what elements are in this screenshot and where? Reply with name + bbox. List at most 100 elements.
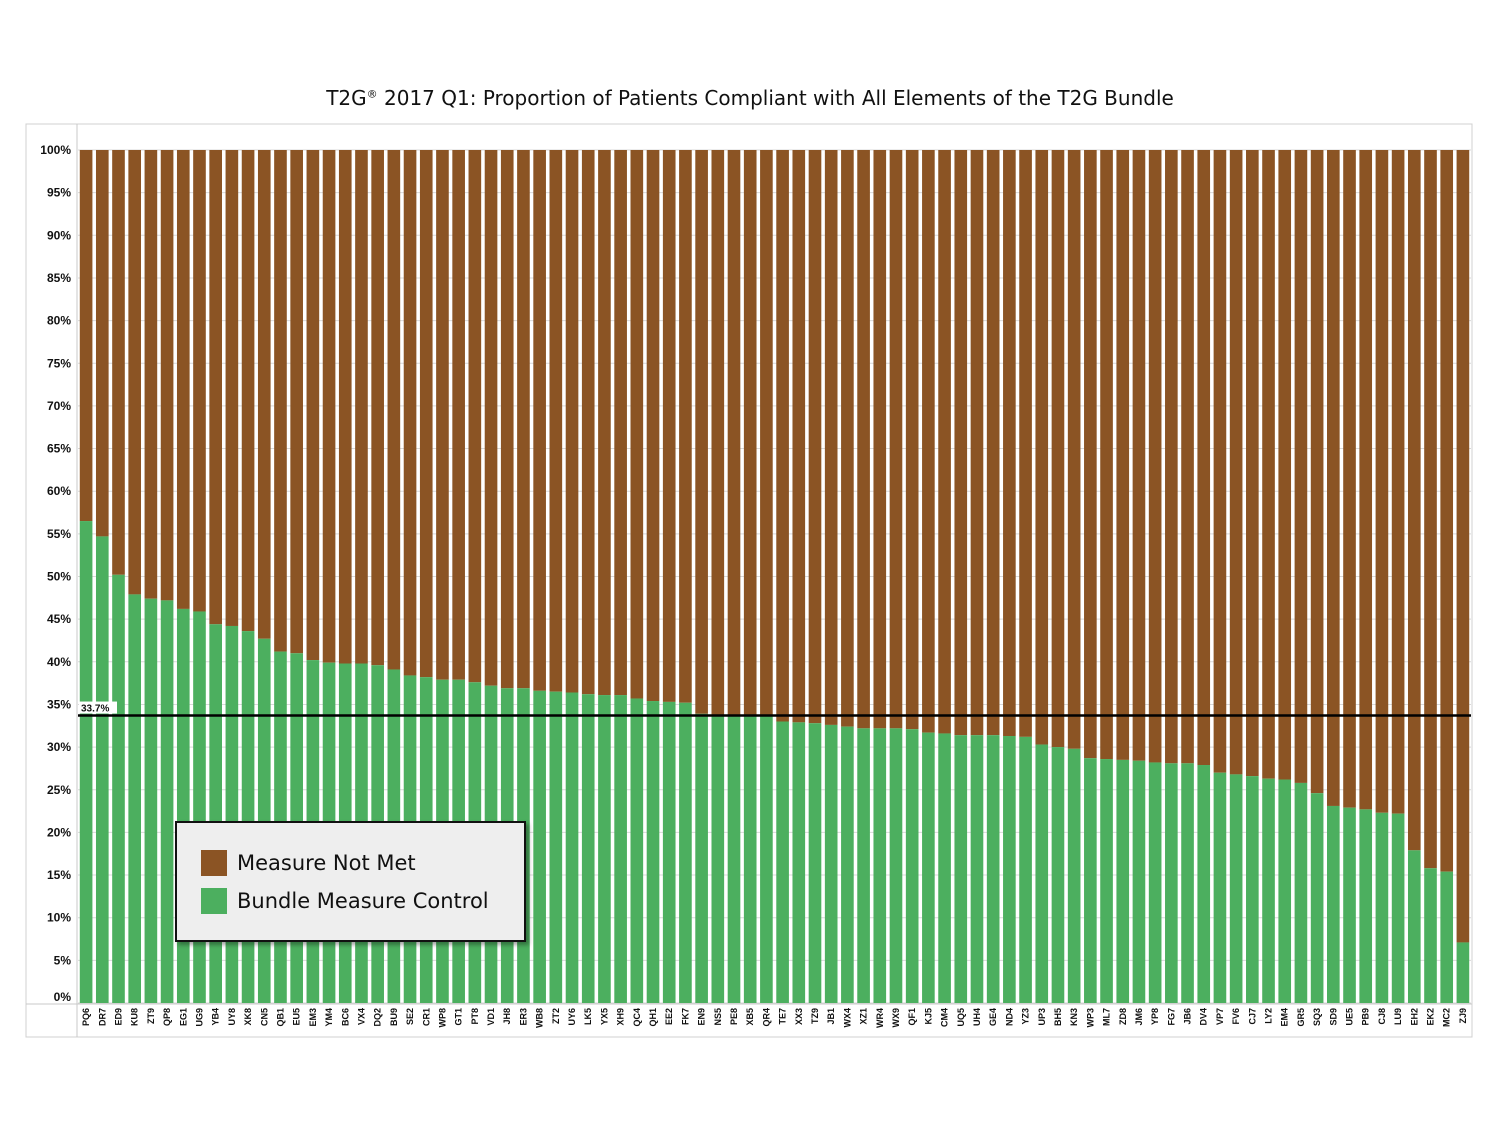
bar-measure-not-met — [1327, 150, 1340, 806]
x-tick-label: QB1 — [275, 1008, 285, 1027]
bar-bundle-measure-control — [760, 716, 773, 1003]
x-tick-label: XK8 — [243, 1008, 253, 1026]
bar-measure-not-met — [1181, 150, 1194, 764]
bar-bundle-measure-control — [824, 724, 838, 1003]
y-tick-label: 25% — [47, 783, 71, 797]
bar-measure-not-met — [662, 150, 676, 702]
x-tick-label: XX3 — [794, 1008, 804, 1025]
x-tick-label: KJ5 — [923, 1008, 933, 1025]
bar-measure-not-met — [1343, 150, 1356, 808]
bar-measure-not-met — [1391, 150, 1405, 814]
x-tick-label: KN3 — [1069, 1008, 1079, 1026]
bar-measure-not-met — [95, 150, 109, 537]
x-tick-label: JB6 — [1183, 1008, 1193, 1025]
bar-bundle-measure-control — [1213, 772, 1227, 1003]
bar-measure-not-met — [1246, 150, 1259, 777]
bar-bundle-measure-control — [857, 728, 870, 1003]
reference-line-group: 33.7% — [78, 701, 1471, 717]
bar-measure-not-met — [1084, 150, 1097, 759]
bar-bundle-measure-control — [533, 690, 546, 1003]
bar-measure-not-met — [290, 150, 303, 654]
y-tick-label: 65% — [47, 442, 71, 456]
bar-bundle-measure-control — [986, 735, 1000, 1003]
x-tick-label: WP8 — [437, 1008, 447, 1028]
bar-bundle-measure-control — [1148, 762, 1162, 1003]
y-tick-label: 40% — [47, 655, 71, 669]
legend: Measure Not Met Bundle Measure Control — [175, 821, 526, 942]
x-tick-label: XB5 — [745, 1008, 755, 1026]
bar-bundle-measure-control — [695, 713, 708, 1003]
bar-measure-not-met — [954, 150, 968, 736]
bar-bundle-measure-control — [1181, 763, 1194, 1003]
bar-measure-not-met — [598, 150, 611, 696]
bar-bundle-measure-control — [1051, 747, 1065, 1003]
y-tick-label: 35% — [47, 697, 71, 711]
x-tick-label: FV6 — [1231, 1008, 1241, 1025]
bar-measure-not-met — [1019, 150, 1032, 737]
bar-measure-not-met — [695, 150, 708, 714]
bar-measure-not-met — [938, 150, 951, 734]
bar-measure-not-met — [1116, 150, 1130, 760]
reference-label-background — [79, 701, 117, 714]
x-tick-label: XZ1 — [859, 1008, 869, 1025]
x-tick-label: YP8 — [1150, 1008, 1160, 1025]
bar-measure-not-met — [614, 150, 627, 696]
x-axis-ticks: PQ6 DR7 ED9 KU8 ZT9 QP8 EG1 UG9 YB4 UY8 XK8 CN5 QB1 E… — [81, 1008, 1468, 1028]
bar-bundle-measure-control — [1197, 765, 1211, 1003]
x-tick-label: UE5 — [1345, 1008, 1355, 1026]
bar-bundle-measure-control — [743, 715, 757, 1003]
bar-measure-not-met — [160, 150, 174, 601]
bar-bundle-measure-control — [79, 521, 93, 1003]
bar-measure-not-met — [452, 150, 465, 680]
bar-bundle-measure-control — [1359, 809, 1373, 1003]
bar-bundle-measure-control — [112, 574, 125, 1003]
x-tick-label: QR4 — [761, 1008, 771, 1027]
bar-measure-not-met — [873, 150, 887, 729]
x-tick-label: CR1 — [421, 1008, 431, 1026]
x-tick-label: PE8 — [729, 1008, 739, 1025]
bar-measure-not-met — [274, 150, 287, 652]
x-tick-label: QH1 — [648, 1008, 658, 1027]
bar-measure-not-met — [776, 150, 789, 722]
bar-measure-not-met — [500, 150, 514, 689]
bar-bundle-measure-control — [1084, 758, 1097, 1003]
x-tick-label: PB9 — [1361, 1008, 1371, 1026]
x-tick-label: SD9 — [1328, 1008, 1338, 1026]
x-tick-label: QP8 — [162, 1008, 172, 1026]
y-tick-label: 30% — [47, 740, 71, 754]
bar-bundle-measure-control — [938, 733, 951, 1003]
bar-bundle-measure-control — [905, 729, 919, 1003]
x-tick-label: DV4 — [1199, 1008, 1209, 1026]
x-tick-label: PQ6 — [81, 1008, 91, 1026]
x-tick-label: PT8 — [470, 1008, 480, 1025]
bar-bundle-measure-control — [646, 701, 660, 1003]
bar-measure-not-met — [387, 150, 401, 670]
x-tick-label: EH2 — [1409, 1008, 1419, 1026]
bar-bundle-measure-control — [727, 715, 741, 1003]
bar-bundle-measure-control — [1165, 763, 1178, 1003]
bar-bundle-measure-control — [549, 691, 563, 1003]
bar-bundle-measure-control — [565, 692, 579, 1003]
bar-measure-not-met — [225, 150, 239, 626]
bar-bundle-measure-control — [176, 608, 190, 1003]
bar-measure-not-met — [711, 150, 725, 715]
bar-measure-not-met — [841, 150, 854, 727]
x-tick-label: EK2 — [1426, 1008, 1436, 1026]
bar-bundle-measure-control — [889, 728, 903, 1003]
bar-measure-not-met — [1197, 150, 1211, 766]
bar-bundle-measure-control — [1310, 793, 1324, 1003]
bar-bundle-measure-control — [160, 600, 174, 1003]
bar-measure-not-met — [1132, 150, 1146, 761]
bar-measure-not-met — [1440, 150, 1454, 872]
bar-measure-not-met — [128, 150, 142, 595]
bar-bundle-measure-control — [1278, 779, 1292, 1003]
x-tick-label: WX9 — [891, 1008, 901, 1028]
y-tick-label: 45% — [47, 612, 71, 626]
bar-measure-not-met — [630, 150, 644, 699]
bar-measure-not-met — [549, 150, 563, 692]
y-tick-label: 75% — [47, 356, 71, 370]
bar-bundle-measure-control — [841, 726, 854, 1003]
bar-measure-not-met — [1165, 150, 1178, 764]
x-tick-label: EG1 — [178, 1008, 188, 1026]
bar-measure-not-met — [1213, 150, 1227, 773]
